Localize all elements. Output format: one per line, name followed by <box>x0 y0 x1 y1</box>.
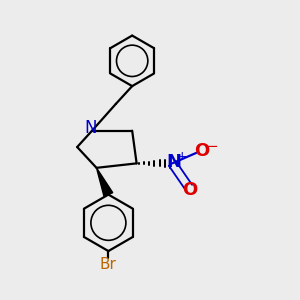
Polygon shape <box>97 168 113 196</box>
Text: N: N <box>84 119 97 137</box>
Text: N: N <box>166 153 181 171</box>
Text: −: − <box>205 139 218 154</box>
Text: O: O <box>182 181 198 199</box>
Text: Br: Br <box>100 257 117 272</box>
Text: +: + <box>176 150 187 163</box>
Text: O: O <box>194 142 209 160</box>
